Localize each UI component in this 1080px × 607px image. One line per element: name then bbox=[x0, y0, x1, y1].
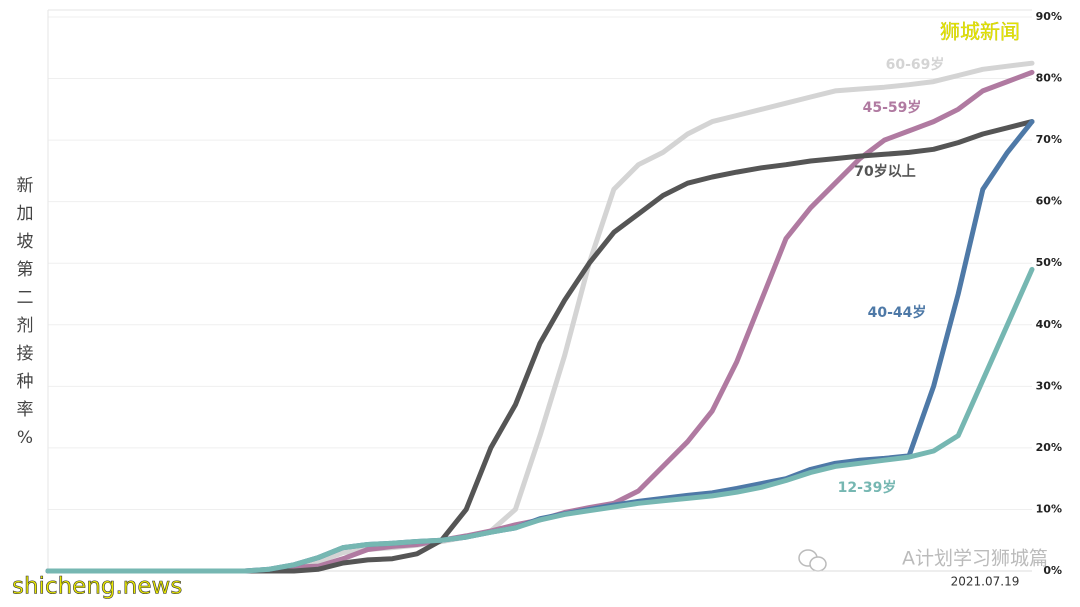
y-tick-label: 10% bbox=[1036, 502, 1062, 515]
watermark: shicheng.news bbox=[12, 574, 182, 600]
series-line bbox=[45, 266, 1035, 574]
y-tick-label: 20% bbox=[1036, 441, 1062, 454]
series-label: 70岁以上 bbox=[854, 163, 915, 180]
series-label: 40-44岁 bbox=[868, 304, 927, 321]
y-tick-label: 30% bbox=[1036, 379, 1062, 392]
x-tick-label: 2021.07.19 bbox=[951, 575, 1020, 589]
y-tick-label: 80% bbox=[1036, 72, 1062, 85]
y-tick-label: 70% bbox=[1036, 133, 1062, 146]
series-label: 12-39岁 bbox=[838, 479, 897, 496]
y-tick-label: 60% bbox=[1036, 195, 1062, 208]
y-axis-label: 新加坡第二剂接种率% bbox=[17, 176, 34, 448]
series-label: 45-59岁 bbox=[863, 99, 922, 116]
y-tick-label: 90% bbox=[1036, 10, 1062, 23]
y-tick-label: 40% bbox=[1036, 318, 1062, 331]
y-tick-label: 50% bbox=[1036, 256, 1062, 269]
series-label: 60-69岁 bbox=[886, 56, 945, 73]
y-tick-label: 0% bbox=[1043, 564, 1062, 577]
watermark: 狮城新闻 bbox=[940, 20, 1020, 44]
watermark: A计划学习狮城篇 bbox=[902, 548, 1048, 570]
